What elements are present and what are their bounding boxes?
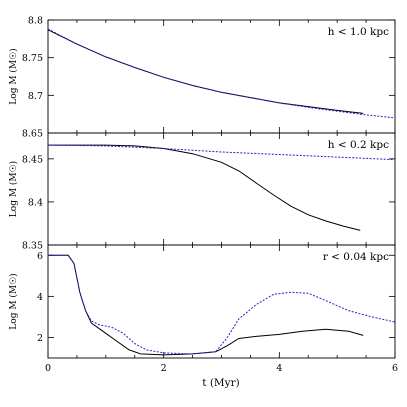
y-tick-label: 8.65: [22, 129, 43, 140]
y-tick-label: 2: [37, 333, 43, 344]
y-tick-label: 8.45: [22, 154, 43, 165]
y-tick-label: 4: [37, 292, 43, 303]
y-tick-label: 8.4: [28, 197, 43, 208]
panel-annotation: h < 1.0 kpc: [328, 26, 389, 38]
y-axis-label: Log M (M☉): [8, 48, 19, 104]
x-axis-label: t (Myr): [202, 377, 239, 389]
y-tick-label: 6: [37, 251, 43, 262]
series-line-black: [48, 254, 364, 356]
x-tick-label: 6: [392, 363, 398, 374]
series-line-blue: [47, 28, 396, 119]
y-tick-label: 8.7: [28, 91, 43, 102]
panel-annotation: r < 0.04 kpc: [323, 251, 389, 263]
panel-1: 8.65 8.7 8.75 8.8 Log M (M☉) h < 1.0 kpc: [8, 16, 396, 140]
series-line-black: [47, 29, 364, 114]
x-tick-label: 4: [276, 363, 282, 374]
series-line-blue: [47, 144, 396, 161]
y-tick-label: 8.35: [22, 241, 43, 252]
series-line-blue: [48, 254, 396, 355]
y-axis-label: Log M (M☉): [8, 273, 19, 329]
shared-x-axis: 0 2 4 6: [45, 363, 398, 374]
y-axis-label: Log M (M☉): [8, 161, 19, 217]
x-tick-label: 2: [161, 363, 167, 374]
x-tick-label: 0: [45, 363, 51, 374]
y-tick-label: 8.8: [28, 16, 43, 27]
panel-annotation: h < 0.2 kpc: [328, 139, 389, 151]
series-line-black: [48, 144, 361, 231]
panel-3: 2 4 6 Log M (M☉) r < 0.04 kpc: [8, 244, 396, 359]
y-tick-label: 8.75: [22, 53, 43, 64]
